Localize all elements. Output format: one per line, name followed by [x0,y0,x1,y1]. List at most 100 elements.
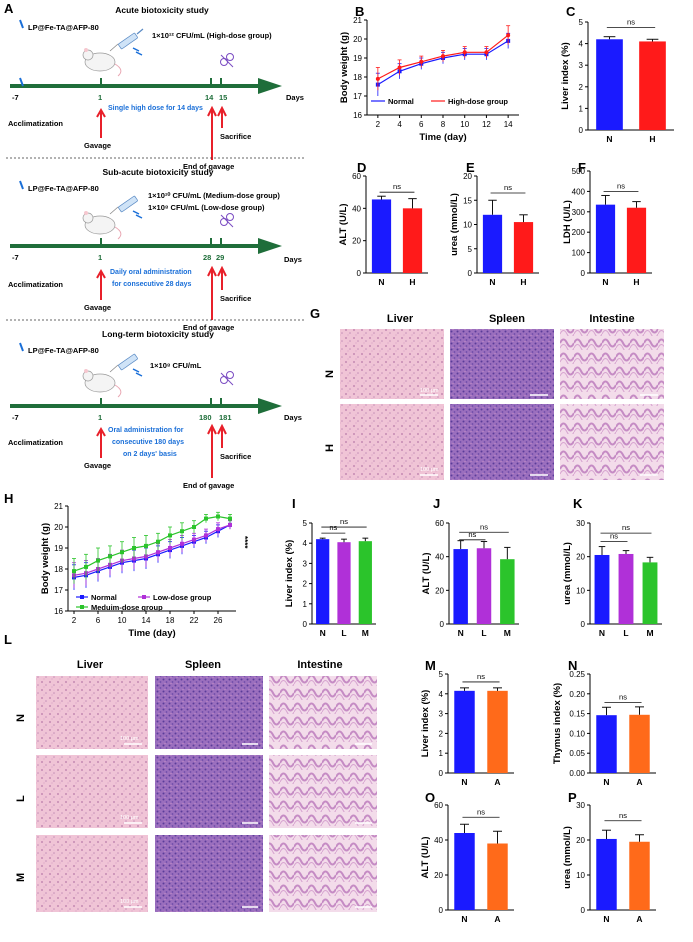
x-tick-label: N [320,628,326,638]
panel-label-c: C [566,4,576,19]
g-col-spleen: Spleen [489,313,525,325]
x-tick-label: N [603,777,609,787]
l-scale-label-1: 100 μm [120,736,139,742]
panel-label-b: B [355,4,364,19]
x-tick-label: 2 [376,120,381,129]
scale-bars [124,743,372,908]
subacute-material-icon [19,180,24,190]
subacute-note-2: for consecutive 28 days [112,281,191,288]
chart-o: O 0 20 40 60 ALT (U/L) N Ans [420,790,514,924]
y-tick-label: 60 [352,172,361,181]
mouse-icon [82,48,122,77]
y-axis-label: Liver index (%) [560,42,571,110]
y-tick-label: 0 [440,620,445,629]
data-point [216,527,220,532]
y-tick-label: 0.05 [569,749,585,758]
longterm-gavage-arrow [96,426,106,458]
y-tick-label: 0 [439,906,444,915]
g-scale-label-1: 100 μm [420,388,439,394]
panel-label-f: F [578,160,586,175]
acute-material: LP@Fe-TA@AFP-80 [28,23,99,32]
chart-n: N 0.00 0.05 0.10 0.15 0.20 0.25 Thymus index (%… [552,658,656,787]
significance-label: ns [393,182,401,191]
panel-label-j: J [433,496,440,511]
x-tick-label: 8 [441,120,446,129]
chart-f: F 0 100 200 300 400 500 LDH (U/L) N Hns [562,160,652,287]
subacute-ticks [100,238,222,246]
bar-M [642,562,658,624]
drop-icon [132,368,143,377]
bar-N [482,214,503,273]
data-point [228,516,232,521]
bar-L [476,548,492,624]
y-tick-label: 2 [303,580,308,589]
data-point [204,516,208,521]
data-point [204,533,208,538]
data-point [228,522,232,527]
data-point [192,525,196,529]
x-tick-label: 2 [72,616,77,625]
y-tick-label: 5 [579,18,584,27]
mouse-icon [82,369,122,398]
y-tick-label: 0 [581,620,586,629]
subacute-end: End of gavage [183,323,234,332]
y-tick-label: 20 [352,237,361,246]
x-tick-label: 14 [504,120,513,129]
subacute-sacrifice-arrow [217,265,227,290]
data-point [506,33,511,38]
data-point [156,550,160,555]
subacute-material: LP@Fe-TA@AFP-80 [28,184,99,193]
significance-label: ns [610,532,618,541]
y-tick-label: 0 [303,620,308,629]
histology-spleen-m [155,835,263,912]
subacute-gavage: Gavage [84,303,111,312]
x-tick-label: 10 [460,120,469,129]
y-tick-label: 300 [572,208,586,217]
l-scale-label-3: 100 μm [120,899,139,905]
bar-L [337,542,351,624]
x-tick-label: 6 [419,120,424,129]
mouse-icon [82,211,122,240]
y-tick-label: 21 [54,502,63,511]
data-point [72,569,76,574]
y-tick-label: 0.20 [569,690,585,699]
x-tick-label: H [633,277,639,287]
x-tick-label: N [603,914,609,924]
bar-A [487,690,508,773]
y-tick-label: 21 [353,16,362,25]
x-tick-label: 12 [482,120,491,129]
g-row-n: N [324,370,336,378]
histology-liver-n [36,676,148,749]
x-tick-label: L [623,628,628,638]
y-tick-label: 0.00 [569,769,585,778]
syringe-icon [109,28,144,52]
y-tick-label: 30 [576,801,585,810]
bar-H [639,41,666,130]
longterm-note-3: on 2 days' basis [123,451,177,458]
acute-timeline-arrowhead [258,78,282,94]
longterm-dose: 1×10⁸ CFU/mL [150,361,202,370]
bar-N [594,554,610,624]
acute-sacrifice: Sacrifice [220,132,251,141]
y-tick-label: 20 [576,836,585,845]
y-tick-label: 18 [54,565,63,574]
x-tick-label: 26 [214,616,223,625]
y-tick-label: 0 [439,769,444,778]
acute-end-arrow [207,105,217,160]
panel-label-h: H [4,491,13,506]
y-tick-label: 100 [572,249,586,258]
data-point [168,533,172,538]
x-tick-label: A [494,777,500,787]
scissors-icon [220,53,234,68]
significance-label: ns [619,811,627,820]
data-point [180,541,184,546]
acute-tick-label-1: 1 [98,93,102,102]
significance-label: ns [480,522,488,531]
y-tick-label: 20 [576,553,585,562]
x-tick-label: L [341,628,346,638]
panel-label-l: L [4,632,12,647]
series-line-Meduim-dose group [73,515,231,572]
significance-label: ns [627,17,635,26]
y-tick-label: 40 [435,553,444,562]
